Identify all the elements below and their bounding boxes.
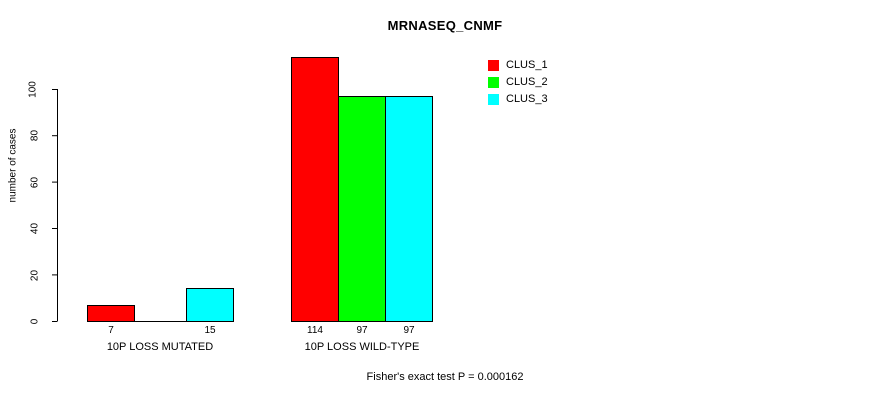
chart-title: MRNASEQ_CNMF xyxy=(387,18,503,33)
bar-value-wildtype-clus2: 97 xyxy=(356,325,368,336)
group-label-wildtype: 10P LOSS WILD-TYPE xyxy=(304,341,420,353)
y-tick-label-80: 80 xyxy=(29,129,41,142)
legend-swatch-clus3 xyxy=(488,94,499,105)
y-axis-label: number of cases xyxy=(7,128,19,203)
y-tick-label-0: 0 xyxy=(29,318,41,325)
group-label-mutated: 10P LOSS MUTATED xyxy=(106,341,214,353)
bar-value-mutated-clus1: 7 xyxy=(108,325,114,336)
bar-value-wildtype-clus1: 114 xyxy=(307,325,323,336)
bar-wildtype-clus2[interactable] xyxy=(338,96,386,322)
bar-wildtype-clus3[interactable] xyxy=(385,96,433,322)
legend-swatch-clus2 xyxy=(488,77,499,88)
bar-mutated-clus3[interactable] xyxy=(186,288,234,322)
bar-value-wildtype-clus3: 97 xyxy=(403,325,415,336)
y-tick-label-100: 100 xyxy=(27,81,39,98)
bar-wildtype-clus1[interactable] xyxy=(291,57,339,322)
legend-swatch-clus1 xyxy=(488,60,499,71)
legend-label-clus1[interactable]: CLUS_1 xyxy=(506,59,548,71)
bar-mutated-clus1[interactable] xyxy=(87,305,135,322)
y-tick-label-20: 20 xyxy=(29,269,41,282)
fisher-test-annotation: Fisher's exact test P = 0.000162 xyxy=(366,371,524,383)
y-tick-label-40: 40 xyxy=(29,222,41,235)
legend-label-clus3[interactable]: CLUS_3 xyxy=(506,93,548,105)
y-tick-label-60: 60 xyxy=(29,176,41,189)
legend-label-clus2[interactable]: CLUS_2 xyxy=(506,76,548,88)
bar-value-mutated-clus3: 15 xyxy=(204,325,216,336)
